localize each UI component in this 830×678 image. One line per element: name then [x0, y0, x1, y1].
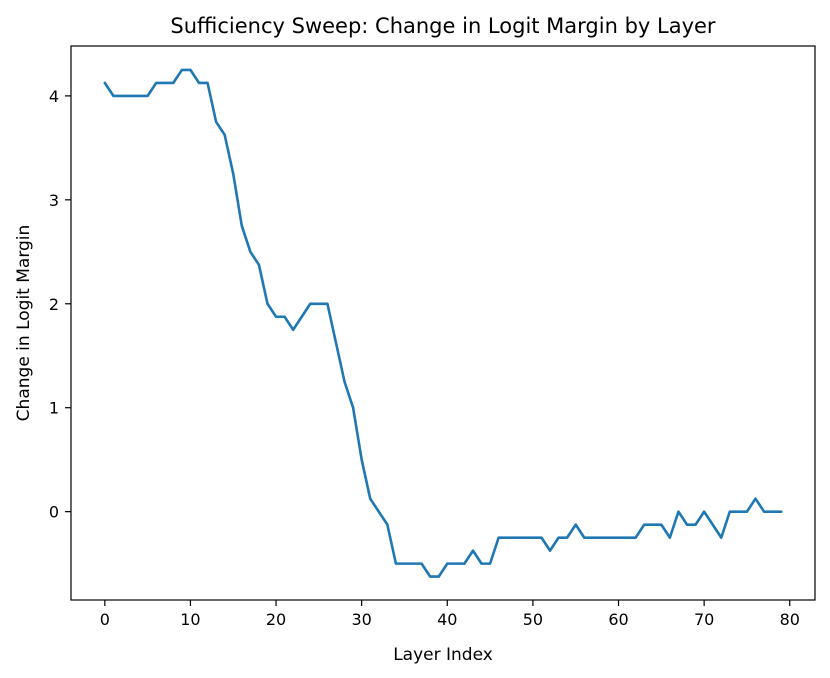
series-line-0: [103, 68, 783, 578]
x-tick-label: 30: [351, 610, 371, 629]
x-axis-label: Layer Index: [393, 645, 493, 665]
x-tick-label: 50: [523, 610, 543, 629]
plot-frame: [70, 45, 816, 601]
y-tick-label: 4: [49, 87, 59, 106]
chart-title: Sufficiency Sweep: Change in Logit Margi…: [170, 14, 716, 38]
plot-area: [103, 68, 783, 578]
y-tick-label: 3: [49, 191, 59, 210]
x-tick-label: 0: [100, 610, 110, 629]
y-tick-label: 0: [49, 503, 59, 522]
x-tick-label: 40: [437, 610, 457, 629]
x-tick-label: 10: [180, 610, 200, 629]
y-tick-label: 1: [49, 399, 59, 418]
y-tick-label: 2: [49, 295, 59, 314]
x-tick-label: 70: [694, 610, 714, 629]
x-tick-label: 20: [266, 610, 286, 629]
x-axis: 0 10 20 30 40 50 60 70 80: [100, 600, 800, 629]
y-axis: 0 1 2 3 4: [49, 87, 71, 522]
x-tick-label: 80: [780, 610, 800, 629]
y-axis-label: Change in Logit Margin: [14, 225, 34, 422]
x-tick-label: 60: [608, 610, 628, 629]
